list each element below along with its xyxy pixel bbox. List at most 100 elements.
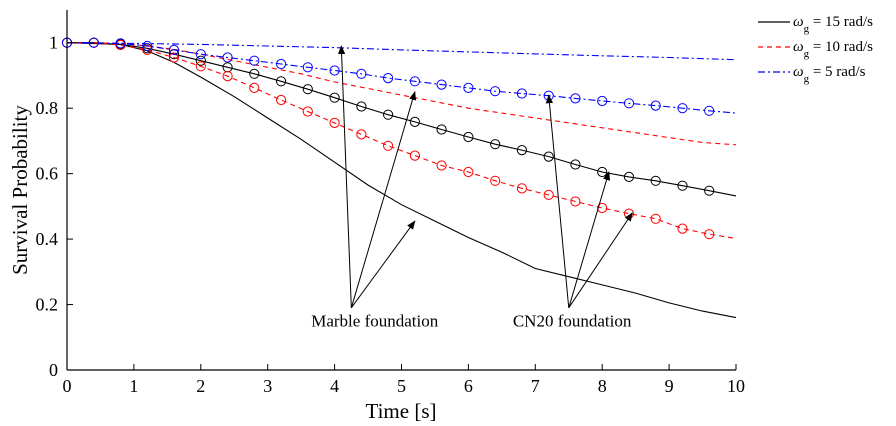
series-marker-black-cn20-13	[409, 116, 420, 128]
series-marker-red-cn20-24	[704, 229, 715, 240]
series-marker-blue-cn20-5	[195, 49, 206, 60]
series-marker-blue-cn20-19	[570, 93, 581, 104]
series-marker-blue-cn20-4	[168, 44, 180, 56]
series-marker-red-cn20-16	[490, 175, 501, 186]
series-marker-black-cn20-5	[195, 55, 206, 66]
x-tick-label-10: 10	[727, 376, 745, 396]
annotation-layer: Marble foundation CN20 foundation	[311, 45, 633, 331]
series-marker-black-cn20-15	[463, 131, 474, 143]
series-marker-red-cn20-13	[409, 150, 420, 161]
annotation-arrow-cn20-0	[545, 94, 570, 308]
series-marker-red-cn20-15	[463, 166, 474, 178]
y-tick-label-3: 0.6	[36, 164, 59, 184]
series-marker-red-cn20-17	[516, 183, 528, 194]
series-marker-blue-cn20-23	[677, 103, 688, 114]
series-marker-black-cn20-7	[249, 68, 260, 79]
legend-label-0: ωg = 15 rad/s	[793, 14, 873, 35]
series-marker-red-cn20-12	[383, 140, 394, 151]
series-marker-red-cn20-4	[168, 52, 180, 63]
series-line-black-cn20	[67, 42, 737, 197]
series-marker-red-cn20-6	[222, 71, 233, 82]
series-marker-red-cn20-8	[276, 94, 287, 106]
series-marker-blue-cn20-16	[490, 86, 501, 97]
y-axis-title: Survival Probability	[8, 105, 32, 275]
series-layer	[61, 37, 737, 319]
series-marker-blue-cn20-2	[115, 38, 126, 49]
series-marker-blue-cn20-24	[704, 105, 715, 116]
series-marker-black-cn20-10	[329, 92, 340, 103]
series-marker-blue-cn20-7	[249, 55, 260, 66]
series-marker-black-cn20-12	[383, 109, 394, 120]
series-marker-blue-cn20-15	[463, 82, 474, 94]
series-marker-black-cn20-17	[516, 145, 528, 156]
series-marker-red-cn20-5	[195, 61, 206, 72]
series-line-red-marble	[66, 42, 737, 146]
series-line-red-cn20	[67, 42, 737, 239]
series-marker-black-cn20-11	[356, 101, 367, 112]
series-marker-red-cn20-9	[302, 106, 313, 117]
x-tick-label-5: 5	[397, 376, 406, 396]
x-tick-label-3: 3	[263, 376, 272, 396]
series-marker-blue-cn20-20	[597, 95, 608, 107]
series-marker-red-cn20-23	[677, 223, 688, 234]
x-tick-label-7: 7	[531, 376, 540, 396]
x-tick-label-0: 0	[63, 376, 72, 396]
series-marker-red-cn20-3	[142, 44, 153, 56]
legend: ωg = 15 rad/s ωg = 10 rad/s ωg = 5 rad/s	[758, 14, 873, 85]
tick-layer: 0 1 2 3 4 5 6 7 8 9 10 0 0.2 0.4 0.6 0.8 1	[36, 33, 746, 396]
series-marker-red-cn20-10	[329, 117, 340, 129]
legend-label-1: ωg = 10 rad/s	[793, 39, 873, 60]
annotation-arrow-marble-1	[350, 90, 417, 308]
series-marker-black-cn20-23	[677, 180, 688, 191]
series-marker-black-cn20-21	[623, 171, 635, 182]
series-marker-blue-cn20-14	[436, 79, 447, 90]
series-marker-black-cn20-16	[490, 139, 501, 150]
series-marker-blue-cn20-22	[650, 100, 661, 111]
x-tick-label-1: 1	[129, 376, 138, 396]
annotation-label-marble: Marble foundation	[311, 312, 438, 331]
annotation-label-cn20: CN20 foundation	[513, 312, 632, 331]
y-tick-label-2: 0.4	[36, 229, 59, 249]
series-marker-blue-cn20-13	[409, 76, 420, 87]
series-marker-blue-cn20-9	[302, 62, 313, 73]
series-marker-black-cn20-14	[436, 124, 447, 135]
series-line-blue-marble	[66, 42, 737, 61]
series-marker-black-cn20-22	[650, 175, 661, 186]
series-marker-blue-cn20-17	[516, 88, 528, 99]
series-line-black-marble	[66, 42, 737, 319]
series-marker-red-cn20-22	[650, 213, 661, 224]
x-tick-label-8: 8	[598, 376, 607, 396]
x-tick-label-6: 6	[464, 376, 473, 396]
series-marker-blue-cn20-3	[142, 40, 153, 52]
series-marker-black-cn20-18	[543, 151, 554, 162]
y-tick-label-5: 1	[49, 33, 58, 53]
series-marker-red-cn20-20	[597, 202, 608, 214]
series-marker-black-cn20-24	[704, 185, 715, 196]
series-marker-red-cn20-7	[249, 82, 260, 94]
x-tick-label-2: 2	[196, 376, 205, 396]
x-tick-label-9: 9	[665, 376, 674, 396]
series-marker-black-cn20-8	[276, 76, 287, 87]
x-tick-label-4: 4	[330, 376, 339, 396]
series-marker-black-cn20-19	[570, 159, 581, 170]
series-marker-blue-cn20-8	[276, 58, 287, 70]
legend-label-2: ωg = 5 rad/s	[793, 64, 866, 85]
annotation-arrow-marble-0	[338, 45, 352, 308]
series-marker-red-cn20-19	[570, 196, 581, 207]
series-marker-blue-cn20-1	[88, 37, 99, 48]
annotation-arrow-marble-2	[350, 220, 416, 309]
y-tick-label-1: 0.2	[36, 295, 59, 315]
series-marker-black-cn20-9	[302, 84, 313, 95]
series-marker-blue-cn20-21	[623, 98, 635, 109]
series-marker-blue-cn20-12	[383, 73, 394, 84]
y-tick-label-0: 0	[49, 360, 58, 380]
series-marker-red-cn20-11	[356, 129, 367, 140]
series-marker-blue-cn20-10	[329, 65, 340, 76]
x-axis-title: Time [s]	[366, 399, 437, 423]
series-marker-red-cn20-14	[436, 160, 447, 171]
annotation-arrow-cn20-1	[568, 171, 611, 308]
y-tick-label-4: 0.8	[36, 98, 59, 118]
series-marker-red-cn20-18	[543, 189, 554, 200]
series-marker-blue-cn20-6	[222, 52, 233, 63]
